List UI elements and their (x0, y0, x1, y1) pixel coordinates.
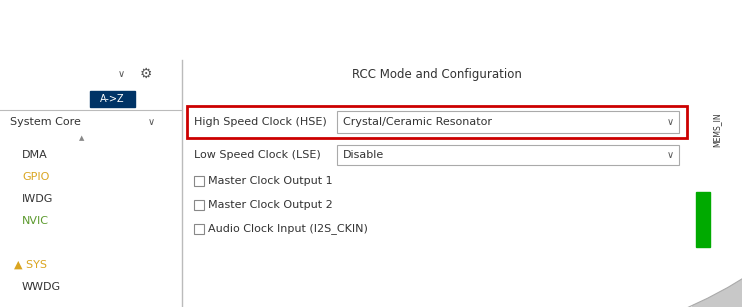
Text: System Core: System Core (10, 117, 81, 127)
Bar (182, 60, 692, 307)
Text: NVIC: NVIC (22, 216, 49, 226)
Text: RCC Mode and Configuration: RCC Mode and Configuration (352, 68, 522, 80)
Text: ✓ RCC: ✓ RCC (10, 238, 45, 248)
Text: ∨: ∨ (667, 150, 674, 160)
Text: Disable: Disable (343, 150, 384, 160)
Bar (194, 176, 204, 186)
Text: Master Clock Output 2: Master Clock Output 2 (208, 200, 332, 210)
Text: Q: Q (5, 68, 15, 80)
Bar (370, 0, 742, 35)
Bar (182, 88, 692, 108)
Text: MEMS_IN: MEMS_IN (712, 113, 721, 147)
Text: Mode: Mode (421, 91, 453, 104)
Text: Categories: Categories (5, 94, 62, 104)
Text: WWDG: WWDG (22, 282, 61, 292)
Text: Master Clock Output 1: Master Clock Output 1 (208, 176, 332, 186)
Text: GPIO: GPIO (22, 172, 50, 182)
Text: ▲ SYS: ▲ SYS (14, 260, 47, 270)
Text: ∨  F: ∨ F (701, 42, 723, 52)
Bar (696, 192, 710, 247)
Text: DMA: DMA (22, 150, 47, 160)
Text: IWDG: IWDG (22, 194, 53, 204)
Text: ∨: ∨ (118, 69, 125, 79)
Bar (0, 88, 182, 110)
Text: A->Z: A->Z (100, 94, 125, 104)
Text: Crystal/Ceramic Resonator: Crystal/Ceramic Resonator (343, 117, 492, 127)
Text: Clock Configuration: Clock Configuration (479, 10, 633, 25)
Text: ▲: ▲ (79, 135, 85, 141)
Bar (90, 91, 135, 107)
Bar (692, 60, 742, 307)
Text: ∨: ∨ (667, 117, 674, 127)
Bar (0, 60, 182, 307)
Bar (692, 122, 738, 252)
Text: Low Speed Clock (LSE): Low Speed Clock (LSE) (194, 150, 321, 160)
Bar (194, 224, 204, 234)
Bar (0, 0, 742, 35)
Text: High Speed Clock (HSE): High Speed Clock (HSE) (194, 117, 326, 127)
Bar (187, 106, 687, 138)
Text: ⚙: ⚙ (140, 67, 153, 81)
Text: Additional Software: Additional Software (234, 41, 349, 54)
Text: Audio Clock Input (I2S_CKIN): Audio Clock Input (I2S_CKIN) (208, 223, 368, 235)
Text: Pinout & Configuration: Pinout & Configuration (95, 10, 275, 25)
Text: ∨: ∨ (148, 117, 155, 127)
Bar (194, 200, 204, 210)
Bar (337, 145, 679, 165)
Bar (337, 111, 679, 133)
Bar (0, 232, 182, 254)
Bar (181, 35, 742, 60)
